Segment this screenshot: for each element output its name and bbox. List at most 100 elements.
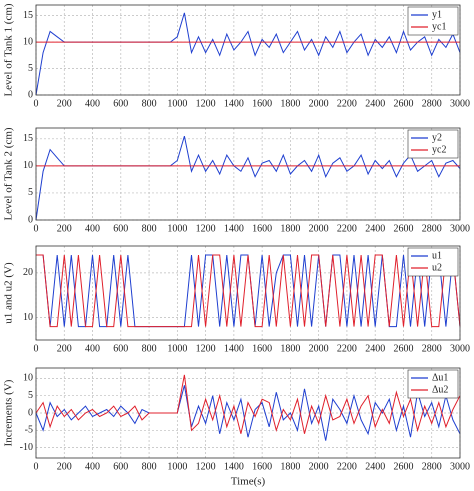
x-tick-label: 1000: [167, 461, 187, 472]
x-tick-label: 3000: [450, 461, 470, 472]
y-tick-label: 15: [23, 10, 33, 21]
data-line: [36, 254, 461, 328]
x-tick-label: 2200: [337, 461, 357, 472]
x-tick-label: 2800: [422, 98, 442, 109]
x-tick-label: 1000: [167, 343, 187, 354]
x-tick-label: 800: [142, 343, 157, 354]
x-tick-label: 2000: [309, 98, 329, 109]
legend-label: Δu1: [432, 372, 448, 383]
data-line: [35, 374, 461, 434]
y-tick-label: 20: [23, 267, 33, 278]
x-tick-label: 2800: [422, 223, 442, 234]
y-axis-label: Increments (V): [3, 379, 15, 446]
x-tick-label: 1400: [224, 461, 244, 472]
y-axis-label: Level of Tank 2 (cm): [3, 127, 15, 220]
legend-label: u1: [432, 250, 442, 261]
data-line: [35, 12, 461, 96]
x-tick-label: 1000: [167, 223, 187, 234]
legend-box: [407, 6, 459, 36]
x-tick-label: 800: [142, 223, 157, 234]
x-tick-label: 400: [85, 461, 100, 472]
x-tick-label: 2000: [309, 461, 329, 472]
legend-box: [407, 129, 459, 159]
plot-frame: [35, 245, 461, 341]
legend-label: yc1: [432, 21, 446, 32]
x-tick-label: 1600: [252, 223, 272, 234]
y-tick-label: 5: [28, 390, 33, 401]
x-tick-label: 2600: [393, 461, 413, 472]
x-tick-label: 1800: [280, 98, 300, 109]
x-axis-label: Time(s): [231, 476, 266, 488]
x-tick-label: 3000: [450, 223, 470, 234]
x-tick-label: 2400: [365, 223, 385, 234]
y-axis-label: u1 and u2 (V): [3, 262, 15, 324]
x-tick-label: 2400: [365, 343, 385, 354]
data-line: [35, 385, 461, 441]
x-tick-label: 0: [34, 98, 39, 109]
x-tick-label: 400: [85, 343, 100, 354]
x-tick-label: 2000: [309, 223, 329, 234]
y-tick-label: -10: [20, 442, 33, 453]
x-tick-label: 600: [113, 343, 128, 354]
x-tick-label: 0: [34, 461, 39, 472]
x-tick-label: 1800: [280, 223, 300, 234]
x-tick-label: 400: [85, 223, 100, 234]
x-tick-label: 2400: [365, 461, 385, 472]
x-tick-label: 1200: [196, 343, 216, 354]
y-tick-label: 5: [28, 187, 33, 198]
y-axis-label: Level of Tank 1 (cm): [3, 3, 15, 96]
x-tick-label: 1400: [224, 223, 244, 234]
x-tick-label: 2600: [393, 223, 413, 234]
data-line: [36, 254, 461, 328]
legend-box: [407, 369, 459, 399]
x-tick-label: 2600: [393, 98, 413, 109]
legend-label: Δu2: [432, 384, 448, 395]
data-line: [35, 135, 461, 221]
x-tick-label: 0: [34, 223, 39, 234]
y-tick-label: 0: [28, 89, 33, 100]
x-tick-label: 1800: [280, 461, 300, 472]
x-tick-label: 2800: [422, 343, 442, 354]
y-tick-label: 10: [23, 373, 33, 384]
x-tick-label: 600: [113, 223, 128, 234]
x-tick-label: 2600: [393, 343, 413, 354]
x-tick-label: 1600: [252, 98, 272, 109]
x-tick-label: 1400: [224, 343, 244, 354]
x-tick-label: 1600: [252, 343, 272, 354]
x-tick-label: 800: [142, 98, 157, 109]
plot-frame: [35, 127, 461, 221]
x-tick-label: 600: [113, 98, 128, 109]
y-tick-label: 10: [23, 160, 33, 171]
legend-label: y1: [432, 9, 442, 20]
legend-label: u2: [432, 262, 442, 273]
legend-label: yc2: [432, 144, 446, 155]
x-tick-label: 200: [57, 98, 72, 109]
x-tick-label: 1400: [224, 98, 244, 109]
x-tick-label: 200: [57, 223, 72, 234]
x-tick-label: 2200: [337, 343, 357, 354]
plot-frame: [35, 367, 461, 459]
legend-label: y2: [432, 132, 442, 143]
x-tick-label: 2000: [309, 343, 329, 354]
x-tick-label: 2800: [422, 461, 442, 472]
x-tick-label: 3000: [450, 343, 470, 354]
y-tick-label: -5: [25, 425, 33, 436]
y-tick-label: 0: [28, 214, 33, 225]
x-tick-label: 1600: [252, 461, 272, 472]
x-tick-label: 800: [142, 461, 157, 472]
x-tick-label: 0: [34, 343, 39, 354]
x-tick-label: 1800: [280, 343, 300, 354]
y-tick-label: 10: [23, 312, 33, 323]
x-tick-label: 3000: [450, 98, 470, 109]
x-tick-label: 1200: [196, 461, 216, 472]
x-tick-label: 1200: [196, 223, 216, 234]
x-tick-label: 600: [113, 461, 128, 472]
y-tick-label: 0: [28, 407, 33, 418]
y-tick-label: 15: [23, 133, 33, 144]
x-tick-label: 200: [57, 343, 72, 354]
y-tick-label: 5: [28, 63, 33, 74]
x-tick-label: 1000: [167, 98, 187, 109]
x-tick-label: 400: [85, 98, 100, 109]
x-tick-label: 2200: [337, 98, 357, 109]
